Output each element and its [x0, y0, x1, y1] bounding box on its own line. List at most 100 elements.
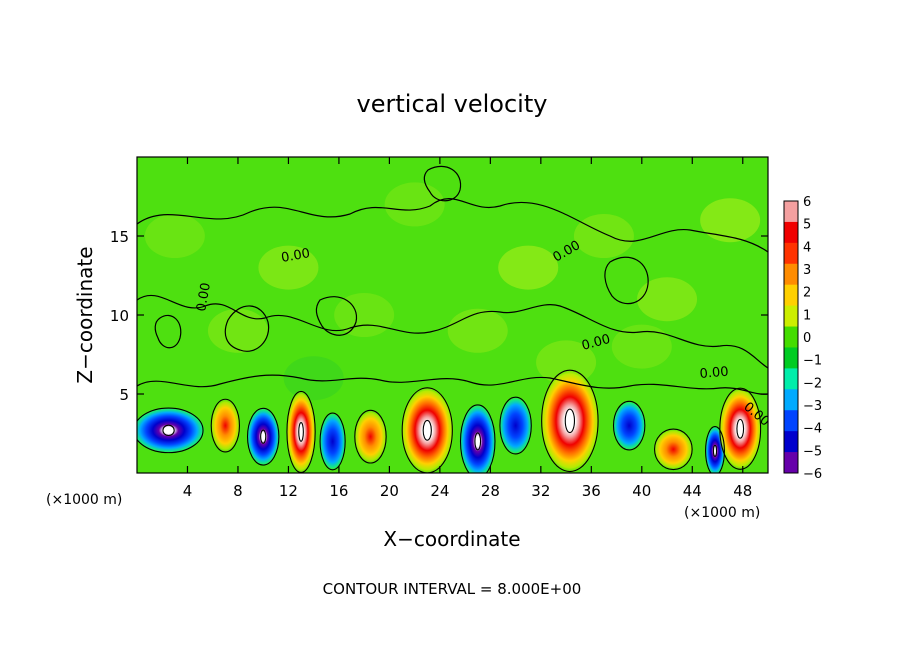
cell-zero-contour [499, 396, 532, 455]
texture-patch [258, 245, 319, 290]
colorbar-swatch [784, 452, 798, 474]
texture-patch [207, 308, 268, 353]
x-tick-label: 36 [582, 482, 601, 500]
colorbar-swatch [784, 389, 798, 411]
x-tick-label: 44 [683, 482, 702, 500]
y-tick-label: 15 [110, 228, 129, 246]
colorbar-label: −6 [803, 467, 822, 482]
x-tick-label: 20 [380, 482, 399, 500]
texture-patch [144, 214, 205, 258]
x-axis-label: X−coordinate [383, 527, 520, 551]
updraft-cell [353, 408, 388, 465]
zero-contour-blob [154, 314, 182, 349]
colorbar-swatch [784, 242, 798, 265]
cell-inner-contour [260, 429, 267, 444]
colorbar-label: 4 [803, 240, 811, 255]
cell-zero-contour [719, 387, 762, 470]
colorbar-swatch [784, 431, 798, 453]
colorbar-swatch [784, 326, 798, 348]
colorbar-swatch [784, 221, 798, 244]
cell-inner-contour [298, 421, 304, 442]
x-axis: 4 8 12 16 20 24 28 32 36 40 44 48 [183, 157, 752, 500]
cell-inner-contour [712, 444, 718, 458]
cell-inner-contour [736, 418, 745, 439]
zero-contour-mid [137, 294, 768, 369]
zero-contour-lower [137, 374, 768, 395]
x-tick-label: 32 [531, 482, 550, 500]
colorbar-label: −5 [803, 444, 822, 459]
x-tick-label: 48 [733, 482, 752, 500]
y-tick-label: 10 [110, 307, 129, 325]
texture-patch [637, 277, 698, 322]
x-tick-label: 8 [233, 482, 243, 500]
chart-title: vertical velocity [357, 90, 548, 118]
texture-patch [573, 214, 634, 258]
zero-contour-blob [604, 256, 649, 305]
colorbar-label: 5 [803, 218, 811, 233]
cell-inner-contour [564, 408, 576, 434]
colorbar-label: 6 [803, 195, 811, 210]
colorbar-swatch [784, 284, 798, 307]
texture-patch [384, 182, 445, 227]
colorbar-swatch [784, 263, 798, 286]
colorbar-label: −2 [803, 376, 822, 391]
cell-zero-contour [210, 398, 240, 453]
updraft-cell [539, 367, 601, 473]
colorbar-label: −1 [803, 354, 822, 369]
texture-patch [447, 308, 508, 353]
colorbar-label: 1 [803, 308, 811, 323]
contour-label: 0.00 [194, 282, 214, 313]
colorbar-swatch [784, 201, 798, 223]
contour-interval-label: CONTOUR INTERVAL = 8.000E+00 [323, 580, 582, 598]
plot-area: 0.00 0.00 0.00 0.00 0.00 0.00 [137, 157, 768, 473]
x-unit-label-right: (×1000 m) [684, 505, 760, 521]
colorbar-label: −4 [803, 422, 822, 437]
cell-zero-contour [354, 409, 387, 464]
zero-contour-blob [224, 305, 270, 352]
zero-contour-blob [423, 165, 462, 202]
colorbar-label: 2 [803, 286, 811, 301]
cell-contours [137, 369, 762, 473]
texture-patch [283, 356, 344, 401]
x-tick-label: 16 [329, 482, 348, 500]
cell-zero-contour [459, 404, 496, 473]
y-axis-label: Z−coordinate [73, 246, 97, 383]
cell-zero-contour [319, 412, 346, 471]
colorbar-swatch [784, 410, 798, 432]
updraft-cell [400, 385, 455, 473]
downdraft-cell [137, 406, 207, 454]
updraft-cell [652, 427, 694, 471]
texture-patch [611, 324, 672, 369]
cell-zero-contour [541, 369, 599, 473]
colorbar: 6 5 4 3 2 1 0 −1 −2 −3 −4 −5 −6 [783, 195, 822, 482]
cell-zero-contour [653, 428, 693, 471]
x-tick-label: 12 [279, 482, 298, 500]
contour-label: 0.00 [280, 246, 311, 266]
cell-zero-contour [705, 426, 725, 473]
cell-zero-contour [612, 400, 646, 451]
cell-inner-contour [474, 432, 482, 451]
colorbar-label: 0 [803, 331, 811, 346]
contour-label: 0.00 [580, 332, 612, 354]
zero-contour-upper [137, 198, 768, 253]
colorbar-swatch [784, 368, 798, 390]
downdraft-cell [612, 400, 647, 452]
zero-contour-blob [315, 296, 358, 336]
updraft-cell [210, 397, 241, 454]
contour-labels: 0.00 0.00 0.00 0.00 0.00 0.00 [194, 238, 768, 430]
texture-patch [498, 245, 559, 290]
contour-label: 0.00 [699, 365, 729, 382]
y-axis: 5 10 15 [110, 228, 768, 404]
downdraft-cell [246, 406, 281, 467]
downdraft-cell [498, 395, 533, 456]
x-tick-label: 4 [183, 482, 193, 500]
cell-zero-contour [246, 407, 280, 466]
zero-contours [137, 165, 768, 395]
downdraft-cell [318, 411, 347, 472]
colorbar-label: 3 [803, 263, 811, 278]
y-tick-label: 5 [119, 386, 129, 404]
colorbar-label: −3 [803, 399, 822, 414]
x-tick-label: 28 [481, 482, 500, 500]
texture-patch [700, 198, 761, 243]
